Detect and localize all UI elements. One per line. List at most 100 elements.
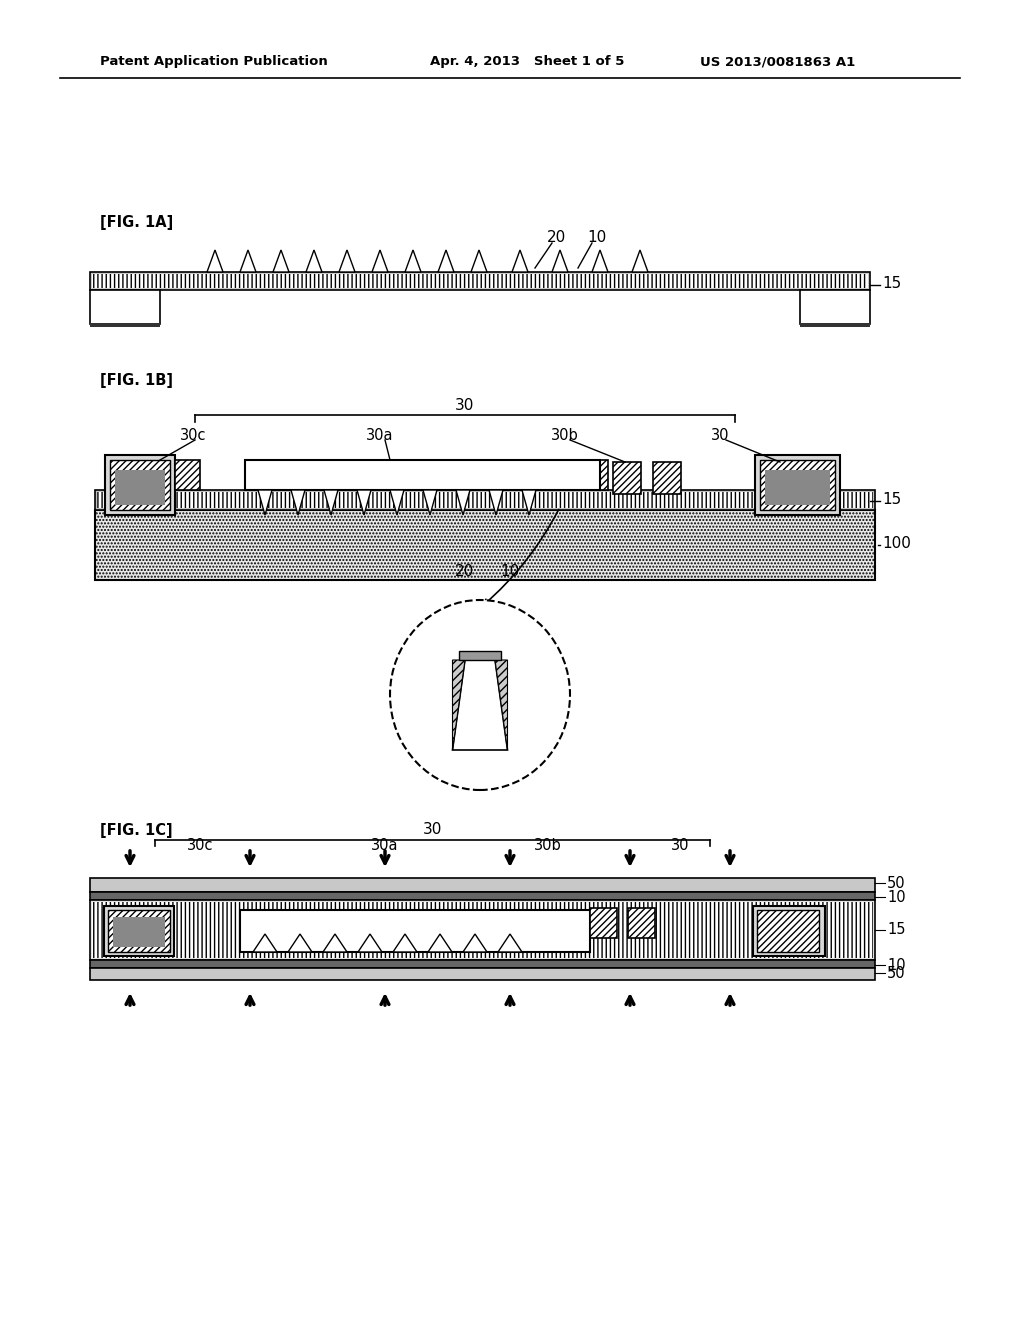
Text: US 2013/0081863 A1: US 2013/0081863 A1 [700, 55, 855, 69]
Bar [583, 459, 608, 490]
Bar [459, 651, 501, 660]
Bar [115, 470, 165, 506]
Bar [653, 462, 681, 494]
Text: 30a: 30a [372, 837, 398, 853]
Polygon shape [438, 249, 454, 272]
Bar [90, 960, 874, 968]
Polygon shape [423, 490, 437, 515]
Polygon shape [453, 660, 465, 750]
Bar [757, 909, 819, 952]
Text: 20: 20 [548, 230, 566, 244]
Polygon shape [495, 660, 508, 750]
Text: 15: 15 [887, 923, 905, 937]
Polygon shape [456, 490, 470, 515]
Text: [FIG. 1A]: [FIG. 1A] [100, 214, 173, 230]
Bar [800, 323, 870, 327]
Bar [613, 462, 641, 494]
Bar [95, 490, 874, 510]
Text: Apr. 4, 2013   Sheet 1 of 5: Apr. 4, 2013 Sheet 1 of 5 [430, 55, 625, 69]
Polygon shape [471, 249, 487, 272]
Polygon shape [207, 249, 223, 272]
Text: [FIG. 1B]: [FIG. 1B] [100, 372, 173, 388]
Polygon shape [358, 935, 382, 952]
Polygon shape [552, 249, 568, 272]
Polygon shape [323, 935, 347, 952]
Bar [755, 455, 840, 515]
Text: 30: 30 [423, 822, 442, 837]
Bar [800, 290, 870, 323]
Bar [113, 917, 165, 946]
Text: 30b: 30b [551, 429, 579, 444]
Bar [90, 290, 160, 323]
Bar [90, 272, 870, 290]
Polygon shape [288, 935, 312, 952]
Polygon shape [253, 935, 278, 952]
Polygon shape [273, 249, 289, 272]
Bar [92, 902, 873, 958]
Polygon shape [324, 490, 338, 515]
Polygon shape [632, 249, 648, 272]
Bar [753, 906, 825, 956]
Ellipse shape [390, 601, 570, 789]
Text: 10: 10 [519, 738, 537, 752]
Text: 10: 10 [501, 565, 519, 579]
Text: 30: 30 [456, 397, 475, 412]
Polygon shape [512, 249, 528, 272]
Polygon shape [489, 490, 503, 515]
Text: 30c: 30c [180, 429, 207, 444]
Bar [765, 470, 830, 506]
Text: 30: 30 [671, 837, 689, 853]
Text: 30: 30 [711, 429, 729, 444]
Text: 30c: 30c [186, 837, 213, 853]
Text: 15: 15 [882, 492, 901, 507]
Bar [90, 892, 874, 900]
Text: Patent Application Publication: Patent Application Publication [100, 55, 328, 69]
Text: 30a: 30a [367, 429, 394, 444]
Text: 100: 100 [882, 536, 911, 550]
Text: 20: 20 [456, 565, 475, 579]
Bar [628, 908, 655, 939]
Polygon shape [393, 935, 417, 952]
Text: 10: 10 [887, 890, 905, 904]
Polygon shape [372, 249, 388, 272]
Text: 31: 31 [543, 708, 561, 722]
Bar [97, 492, 873, 508]
Polygon shape [453, 660, 508, 750]
Polygon shape [240, 249, 256, 272]
Bar [104, 906, 174, 956]
Polygon shape [592, 249, 608, 272]
Bar [105, 455, 175, 515]
Bar [110, 459, 170, 510]
Polygon shape [390, 490, 404, 515]
Polygon shape [291, 490, 305, 515]
Polygon shape [357, 490, 371, 515]
Text: 50: 50 [887, 875, 905, 891]
Bar [95, 510, 874, 579]
Text: 10: 10 [887, 957, 905, 973]
Polygon shape [339, 249, 355, 272]
Bar [590, 908, 617, 939]
Text: [FIG. 1C]: [FIG. 1C] [100, 822, 173, 837]
Bar [240, 909, 590, 952]
Text: 10: 10 [588, 230, 606, 244]
Bar [175, 459, 200, 490]
Bar [90, 968, 874, 979]
Text: 20: 20 [410, 738, 427, 752]
Polygon shape [463, 935, 487, 952]
Polygon shape [258, 490, 272, 515]
Bar [760, 459, 835, 510]
Text: 30b: 30b [535, 837, 562, 853]
Bar [245, 459, 600, 490]
Bar [90, 323, 160, 327]
Polygon shape [498, 935, 522, 952]
Bar [90, 878, 874, 892]
Text: 15: 15 [882, 276, 901, 292]
Bar [90, 900, 874, 960]
Bar [92, 275, 868, 288]
Text: 50: 50 [887, 965, 905, 981]
Polygon shape [428, 935, 452, 952]
Bar [108, 909, 170, 952]
Polygon shape [406, 249, 421, 272]
Polygon shape [522, 490, 536, 515]
Polygon shape [306, 249, 322, 272]
